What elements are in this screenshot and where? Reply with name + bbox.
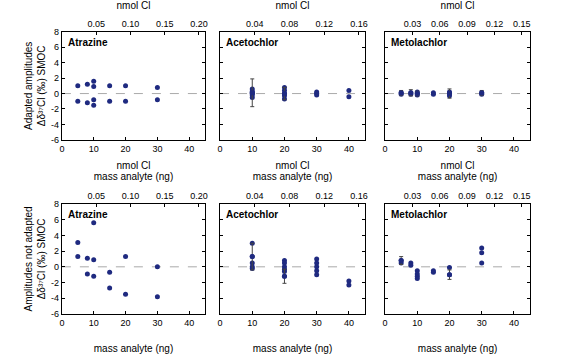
svg-text:Acetochlor: Acetochlor	[226, 209, 278, 220]
svg-text:10: 10	[89, 318, 99, 328]
svg-text:0.20: 0.20	[190, 19, 208, 29]
svg-text:Atrazine: Atrazine	[68, 37, 108, 48]
svg-text:2: 2	[54, 73, 59, 83]
svg-text:Metolachlor: Metolachlor	[391, 209, 447, 220]
svg-text:10: 10	[89, 144, 99, 154]
svg-text:nmol Cl: nmol Cl	[441, 0, 475, 11]
svg-text:0.15: 0.15	[156, 19, 174, 29]
svg-text:0.15: 0.15	[513, 191, 531, 201]
svg-text:mass analyte (ng): mass analyte (ng)	[94, 171, 173, 182]
svg-text:20: 20	[444, 144, 454, 154]
svg-text:8: 8	[54, 27, 59, 37]
svg-text:20: 20	[279, 144, 289, 154]
svg-text:-4: -4	[51, 120, 59, 130]
svg-text:30: 30	[152, 144, 162, 154]
svg-text:Metolachlor: Metolachlor	[391, 37, 447, 48]
svg-text:0: 0	[59, 144, 64, 154]
svg-text:0.06: 0.06	[431, 19, 449, 29]
svg-text:40: 40	[509, 318, 519, 328]
svg-text:10: 10	[247, 318, 257, 328]
svg-text:0.04: 0.04	[246, 191, 264, 201]
svg-text:30: 30	[477, 144, 487, 154]
svg-text:nmol Cl: nmol Cl	[117, 160, 151, 171]
svg-text:2: 2	[54, 246, 59, 256]
svg-text:0.12: 0.12	[315, 19, 333, 29]
svg-text:0: 0	[383, 144, 388, 154]
svg-text:Adapted amplitudesΔδ³⁷Cl (‰) S: Adapted amplitudesΔδ³⁷Cl (‰) SMOC	[23, 42, 47, 130]
svg-text:0.09: 0.09	[458, 19, 476, 29]
svg-text:4: 4	[54, 58, 59, 68]
svg-text:6: 6	[54, 42, 59, 52]
svg-text:nmol Cl: nmol Cl	[276, 0, 310, 11]
svg-text:0.20: 0.20	[190, 191, 208, 201]
svg-text:0: 0	[218, 318, 223, 328]
svg-text:20: 20	[121, 318, 131, 328]
svg-text:0: 0	[383, 318, 388, 328]
svg-text:6: 6	[54, 215, 59, 225]
svg-text:0.08: 0.08	[281, 191, 299, 201]
svg-text:mass analyte (ng): mass analyte (ng)	[253, 171, 332, 182]
svg-text:mass analyte (ng): mass analyte (ng)	[253, 343, 332, 354]
svg-text:0.12: 0.12	[315, 191, 333, 201]
svg-text:nmol Cl: nmol Cl	[276, 160, 310, 171]
svg-text:0: 0	[54, 89, 59, 99]
svg-text:0.08: 0.08	[281, 19, 299, 29]
svg-text:0.12: 0.12	[486, 191, 504, 201]
svg-text:-6: -6	[51, 135, 59, 145]
svg-text:30: 30	[477, 318, 487, 328]
svg-text:0.16: 0.16	[350, 19, 368, 29]
svg-text:30: 30	[312, 318, 322, 328]
svg-text:0.03: 0.03	[404, 191, 422, 201]
svg-text:10: 10	[412, 144, 422, 154]
svg-text:20: 20	[444, 318, 454, 328]
svg-text:mass analyte (ng): mass analyte (ng)	[94, 343, 173, 354]
svg-text:4: 4	[54, 231, 59, 241]
svg-text:0.05: 0.05	[87, 191, 105, 201]
svg-text:Atrazine: Atrazine	[68, 209, 108, 220]
svg-text:-2: -2	[51, 278, 59, 288]
svg-text:0.09: 0.09	[458, 191, 476, 201]
svg-text:30: 30	[152, 318, 162, 328]
svg-text:40: 40	[184, 318, 194, 328]
svg-text:40: 40	[344, 318, 354, 328]
svg-text:-4: -4	[51, 293, 59, 303]
svg-text:0.06: 0.06	[431, 191, 449, 201]
svg-text:0.12: 0.12	[486, 19, 504, 29]
svg-text:0.04: 0.04	[246, 19, 264, 29]
svg-text:mass analyte (ng): mass analyte (ng)	[418, 343, 497, 354]
svg-text:0.03: 0.03	[404, 19, 422, 29]
svg-text:20: 20	[121, 144, 131, 154]
svg-text:20: 20	[279, 318, 289, 328]
svg-text:8: 8	[54, 199, 59, 209]
svg-text:0.15: 0.15	[513, 19, 531, 29]
svg-text:0: 0	[218, 144, 223, 154]
svg-text:10: 10	[412, 318, 422, 328]
svg-text:nmol Cl: nmol Cl	[441, 160, 475, 171]
svg-text:nmol Cl: nmol Cl	[117, 0, 151, 11]
svg-text:0.05: 0.05	[87, 19, 105, 29]
svg-text:40: 40	[184, 144, 194, 154]
svg-text:0: 0	[59, 318, 64, 328]
svg-text:0: 0	[54, 262, 59, 272]
svg-text:0.16: 0.16	[350, 191, 368, 201]
svg-text:0.10: 0.10	[122, 191, 140, 201]
svg-text:30: 30	[312, 144, 322, 154]
svg-text:mass analyte (ng): mass analyte (ng)	[418, 171, 497, 182]
svg-text:0.10: 0.10	[122, 19, 140, 29]
svg-text:40: 40	[344, 144, 354, 154]
svg-text:Acetochlor: Acetochlor	[226, 37, 278, 48]
svg-text:Amplitudes not adaptedΔδ³⁷Cl (: Amplitudes not adaptedΔδ³⁷Cl (‰) SMOC	[23, 206, 47, 311]
svg-text:10: 10	[247, 144, 257, 154]
svg-text:40: 40	[509, 144, 519, 154]
svg-text:-6: -6	[51, 309, 59, 319]
svg-text:0.15: 0.15	[156, 191, 174, 201]
svg-text:-2: -2	[51, 104, 59, 114]
